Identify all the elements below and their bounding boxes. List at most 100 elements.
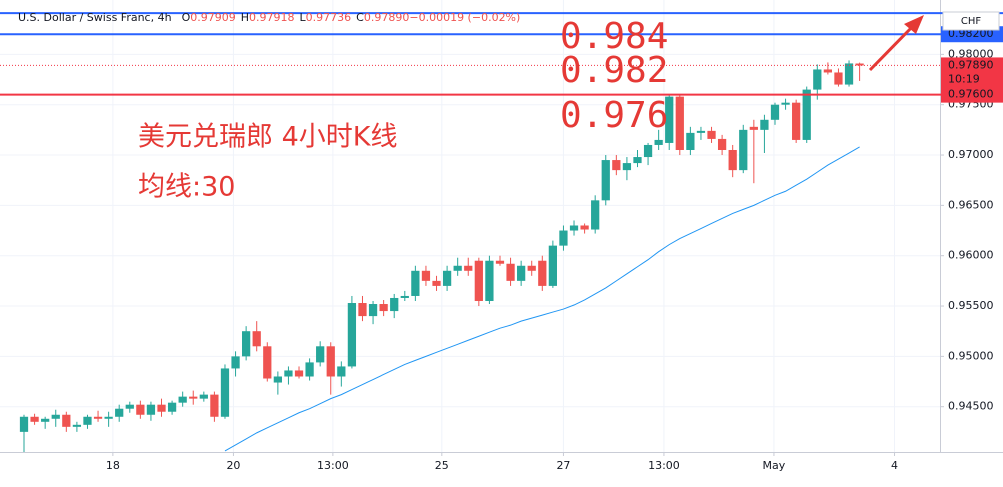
candle-body (707, 130, 716, 139)
candle-body (125, 404, 134, 409)
candle-body (696, 130, 706, 133)
candle-body (622, 163, 632, 171)
candle-body (326, 346, 335, 377)
candle-body (368, 304, 378, 317)
candle-body (686, 132, 695, 150)
candle-body (199, 394, 208, 399)
candle-body (189, 396, 198, 399)
candle-body (157, 404, 166, 412)
candle-body (559, 230, 568, 246)
candle-body (210, 394, 219, 417)
candle-body (453, 265, 462, 271)
candle-body (792, 102, 801, 140)
candle-body (30, 416, 39, 422)
x-tick-label: 13:00 (317, 459, 349, 472)
candle-body (538, 260, 547, 286)
candle-body (242, 331, 251, 357)
candle-body (823, 69, 833, 73)
candle-body (146, 404, 156, 415)
x-tick-label: 13:00 (648, 459, 680, 472)
candle-body (400, 295, 409, 298)
x-tick-label: 18 (106, 459, 120, 472)
candle-body (231, 356, 240, 369)
candle-body (442, 270, 452, 286)
candle-body (83, 416, 92, 425)
candle-body (62, 414, 71, 427)
y-tick-label: 0.98000 (948, 47, 994, 60)
x-tick-label: May (763, 459, 786, 472)
candle-body (855, 63, 864, 66)
arrow-head (904, 15, 924, 34)
annotation: 0.982 (560, 50, 668, 91)
currency-box[interactable] (942, 11, 1000, 31)
candle-body (548, 245, 557, 286)
candle-body (178, 396, 187, 403)
x-tick-label: 20 (226, 459, 240, 472)
candle-body (115, 408, 124, 417)
symbol-title: U.S. Dollar / Swiss Franc, 4h (18, 11, 172, 24)
candle-body (506, 263, 515, 281)
last-price-box (941, 57, 1003, 88)
candle-body (167, 402, 177, 412)
candle-body (411, 270, 420, 296)
candle-body (654, 139, 663, 145)
moving-average (224, 146, 860, 452)
candle-body (421, 270, 431, 281)
candle-body (432, 280, 441, 286)
legend-value: 0.97918 (249, 11, 295, 24)
candle-body (252, 331, 261, 347)
annotation: 0.984 (560, 16, 668, 57)
candle-body (93, 416, 103, 419)
candle-body (347, 303, 357, 367)
candle-body (72, 424, 82, 427)
y-tick-label: 0.95000 (948, 349, 994, 362)
candle-body (273, 376, 282, 383)
candle-body (41, 418, 50, 422)
candle-body (136, 404, 145, 415)
candle-body (337, 366, 346, 377)
grid: 0.94500 0.95000 0.95500 0.96000 0.96500 0.970… (0, 0, 994, 472)
legend-value: 0.97736 (306, 11, 352, 24)
price-label: 0.97600 (948, 88, 994, 101)
candle-body (358, 303, 367, 317)
currency[interactable]: CHF (961, 16, 982, 27)
candle-body (474, 260, 483, 301)
y-tick-label: 0.97000 (948, 148, 994, 161)
legend-key: H (241, 11, 249, 24)
marks (19, 60, 864, 452)
x-tick-label: 25 (435, 459, 449, 472)
candle-body (601, 160, 610, 201)
price-label-box (941, 86, 1003, 103)
annotation: 美元兑瑞郎 4小时K线 (138, 122, 397, 153)
candle-body (390, 297, 399, 312)
ohlc-legend: U.S. Dollar / Swiss Franc, 4h O0.97909 H0.… (18, 11, 520, 24)
candle-body (591, 200, 600, 230)
candle-body (569, 225, 579, 231)
candle-body (294, 370, 304, 377)
candle-body (464, 265, 473, 271)
candle-body (104, 416, 113, 419)
legend-key: O (182, 11, 191, 24)
y-tick-label: 0.96000 (948, 249, 994, 262)
candle-body (844, 63, 854, 85)
countdown: 10:19 (948, 72, 980, 85)
last-price-label: 0.97890 (948, 58, 994, 71)
y-tick-label: 0.95500 (948, 299, 994, 312)
candle-body (675, 96, 684, 150)
legend-value: −0.00019 (−0.02%) (409, 11, 520, 24)
candle-body (802, 89, 811, 140)
candle-body (495, 260, 505, 264)
candle-body (834, 72, 843, 85)
candle-body (739, 129, 748, 171)
candle-body (781, 102, 790, 105)
annotation: 均线:30 (138, 172, 235, 203)
legend-key: L (300, 11, 307, 24)
legend-value: 0.97890 (364, 11, 410, 24)
candle-body (263, 346, 272, 379)
candle-body (580, 225, 589, 230)
annotation: 0.976 (560, 95, 668, 136)
candle-body (51, 414, 60, 419)
candle-body (527, 265, 536, 271)
candle-body (665, 96, 674, 143)
candle-body (813, 69, 822, 90)
